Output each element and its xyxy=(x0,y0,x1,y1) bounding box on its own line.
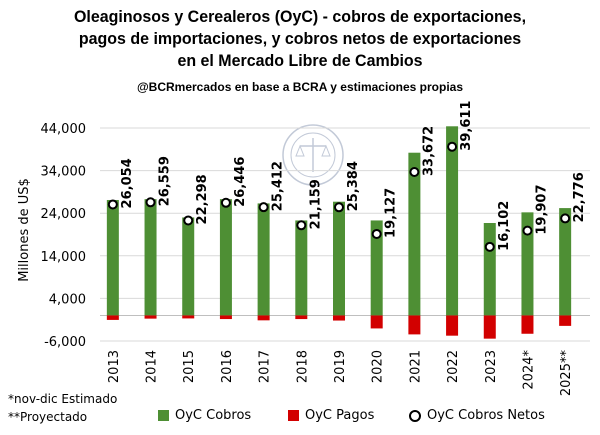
y-tick-label: 14,000 xyxy=(41,250,87,265)
data-label: 33,672 xyxy=(421,126,436,176)
chart-title: Oleaginosos y Cerealeros (OyC) - cobros … xyxy=(18,6,582,72)
point-netos xyxy=(447,141,458,152)
title-line-1: Oleaginosos y Cerealeros (OyC) - cobros … xyxy=(73,7,527,26)
legend-item-cobros: OyC Cobros xyxy=(158,408,251,423)
x-tick-label: 2013 xyxy=(107,350,122,383)
bar-cobros xyxy=(257,203,270,316)
data-label: 21,159 xyxy=(308,179,323,229)
legend-label-pagos: OyC Pagos xyxy=(305,408,375,423)
bar-cobros xyxy=(295,220,308,316)
bar-cobros xyxy=(370,220,383,316)
bar-pagos xyxy=(144,315,157,319)
bar-cobros xyxy=(182,217,195,316)
data-label: 26,054 xyxy=(120,158,135,208)
bar-cobros xyxy=(446,126,459,316)
note-projected: **Proyectado xyxy=(8,410,88,424)
bar-pagos xyxy=(295,315,308,320)
y-tick-label: 44,000 xyxy=(41,122,87,137)
bar-pagos xyxy=(333,315,345,321)
title-line-2: pagos de importaciones, y cobros netos d… xyxy=(78,29,522,48)
bar-cobros xyxy=(408,152,421,316)
bar-cobros xyxy=(521,212,534,316)
y-tick-label: -6,000 xyxy=(44,335,86,350)
data-label: 16,102 xyxy=(497,201,512,251)
legend-label-netos: OyC Cobros Netos xyxy=(427,408,545,423)
note-estimated: *nov-dic Estimado xyxy=(8,392,118,406)
x-tick-label: 2021 xyxy=(408,350,423,383)
point-netos xyxy=(484,241,495,252)
bar-pagos xyxy=(257,315,270,321)
bar-pagos xyxy=(559,315,572,326)
bar-cobros xyxy=(144,199,157,316)
data-label: 26,446 xyxy=(233,157,248,207)
x-tick-label: 2023 xyxy=(484,350,499,383)
point-netos xyxy=(107,199,118,210)
bar-pagos xyxy=(483,315,496,339)
chart-subtitle: @BCRmercados en base a BCRA y estimacion… xyxy=(136,80,464,94)
point-netos xyxy=(409,166,420,177)
point-netos xyxy=(258,202,269,213)
bar-pagos xyxy=(219,315,232,320)
watermark-seal xyxy=(282,124,344,186)
x-tick-label: 2022 xyxy=(446,350,461,383)
data-label: 39,611 xyxy=(459,101,474,151)
data-label: 19,127 xyxy=(384,188,399,238)
bar-cobros xyxy=(333,201,345,316)
legend-marker-netos xyxy=(409,409,421,422)
point-netos xyxy=(334,202,344,213)
bar-pagos xyxy=(106,315,119,320)
bar-pagos xyxy=(182,315,195,319)
bar-pagos xyxy=(446,315,459,336)
point-netos xyxy=(183,215,194,226)
x-tick-label: 2019 xyxy=(333,350,348,383)
point-netos xyxy=(220,197,231,208)
point-netos xyxy=(371,228,382,239)
y-axis-label: Millones de US$ xyxy=(17,178,32,282)
legend-swatch-pagos xyxy=(288,410,299,421)
data-label: 25,384 xyxy=(346,161,361,211)
x-tick-label: 2018 xyxy=(295,350,310,383)
data-label: 26,559 xyxy=(158,156,173,206)
point-netos xyxy=(145,197,156,208)
x-tick-label: 2015 xyxy=(182,350,197,383)
point-netos xyxy=(296,220,307,231)
bar-cobros xyxy=(483,222,496,316)
bar-cobros xyxy=(106,199,119,316)
data-label: 22,776 xyxy=(572,172,587,222)
point-netos xyxy=(560,213,571,224)
bar-cobros xyxy=(219,199,232,316)
y-tick-label: 24,000 xyxy=(41,207,87,222)
title-line-3: en el Mercado Libre de Cambios xyxy=(177,51,423,70)
bar-pagos xyxy=(408,315,421,335)
x-tick-label: 2024* xyxy=(521,350,536,390)
x-tick-label: 2016 xyxy=(220,350,235,383)
data-label: 19,907 xyxy=(534,184,549,234)
data-label: 22,298 xyxy=(195,174,210,224)
legend-item-pagos: OyC Pagos xyxy=(288,408,374,423)
bar-pagos xyxy=(521,315,534,334)
bar-pagos xyxy=(370,315,383,329)
x-tick-label: 2017 xyxy=(258,350,273,383)
y-tick-label: 34,000 xyxy=(41,165,87,180)
point-netos xyxy=(522,225,533,236)
data-label: 25,412 xyxy=(271,161,286,211)
legend-swatch-cobros xyxy=(158,410,169,421)
legend-item-netos: OyC Cobros Netos xyxy=(409,408,545,423)
x-tick-label: 2014 xyxy=(145,350,160,383)
x-tick-label: 2025** xyxy=(559,350,574,397)
bar-cobros xyxy=(559,208,572,316)
y-tick-label: 4,000 xyxy=(49,292,86,307)
x-tick-label: 2020 xyxy=(371,350,386,383)
legend-label-cobros: OyC Cobros xyxy=(175,408,252,423)
